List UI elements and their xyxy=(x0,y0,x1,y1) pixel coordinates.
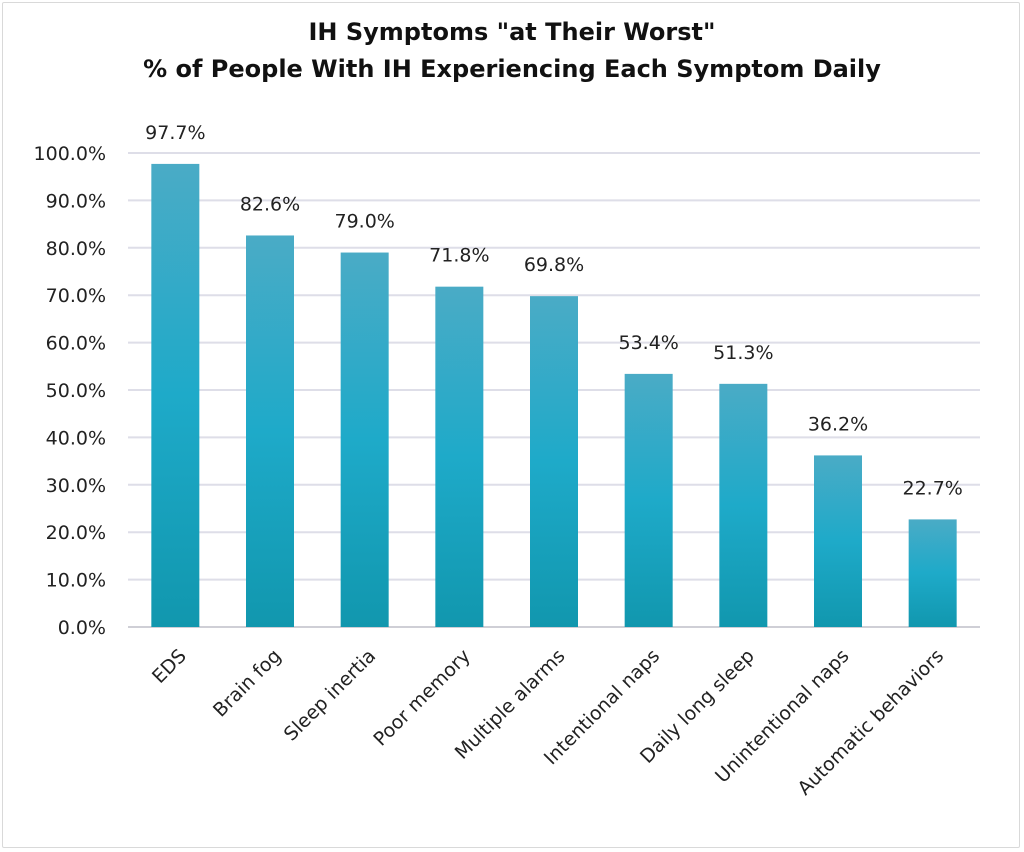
bar xyxy=(814,455,862,627)
data-label: 51.3% xyxy=(713,342,773,364)
chart-title: IH Symptoms "at Their Worst" % of People… xyxy=(0,14,1024,88)
y-tick-label: 40.0% xyxy=(46,427,106,449)
data-label: 53.4% xyxy=(618,332,678,354)
data-label: 36.2% xyxy=(808,413,868,435)
data-labels: 97.7% 82.6% 79.0% 71.8% 69.8% 53.4% 51.3% 36.2%… xyxy=(145,122,963,500)
y-tick-label: 30.0% xyxy=(46,475,106,497)
bar xyxy=(151,163,200,628)
data-label: 69.8% xyxy=(524,254,584,276)
y-tick-label: 0.0% xyxy=(58,617,106,639)
y-axis: 0.0% 10.0% 20.0% 30.0% 40.0% 50.0% 60.0% 70.0% 8… xyxy=(34,143,106,639)
data-label: 22.7% xyxy=(902,477,962,499)
y-tick-label: 20.0% xyxy=(46,522,106,544)
bar xyxy=(246,235,294,627)
data-label: 71.8% xyxy=(429,245,489,267)
y-tick-label: 50.0% xyxy=(46,380,106,402)
bar xyxy=(719,383,768,627)
bar xyxy=(435,286,484,627)
data-label: 97.7% xyxy=(145,122,205,144)
y-tick-label: 90.0% xyxy=(46,190,106,212)
y-tick-label: 70.0% xyxy=(46,285,106,307)
x-tick-label: Poor memory xyxy=(369,645,475,751)
y-tick-label: 80.0% xyxy=(46,238,106,260)
y-tick-label: 10.0% xyxy=(46,570,106,592)
x-tick-label: EDS xyxy=(148,645,191,688)
y-tick-label: 60.0% xyxy=(46,333,106,355)
bars xyxy=(151,163,957,628)
chart-title-line-1: IH Symptoms "at Their Worst" xyxy=(308,18,716,46)
x-tick-label: Sleep inertia xyxy=(280,645,380,745)
data-label: 79.0% xyxy=(334,211,394,233)
bar xyxy=(908,519,957,627)
chart-title-line-2: % of People With IH Experiencing Each Sy… xyxy=(143,55,881,83)
bar xyxy=(340,252,389,628)
x-tick-label: Brain fog xyxy=(209,645,286,722)
data-label: 82.6% xyxy=(240,193,300,215)
bar xyxy=(624,373,673,627)
y-tick-label: 100.0% xyxy=(34,143,106,165)
bar xyxy=(530,296,578,627)
